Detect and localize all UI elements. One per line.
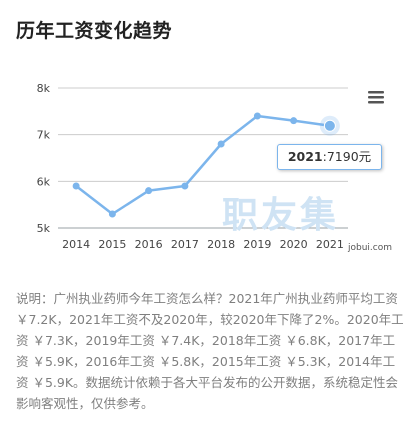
- data-point: [253, 112, 261, 120]
- y-tick-label: 5k: [37, 222, 51, 235]
- y-tick-label: 6k: [37, 175, 51, 188]
- x-tick-label: 2020: [280, 238, 308, 251]
- data-point: [108, 210, 116, 218]
- salary-trend-chart: 5k 6k 7k 8k 2014 2015 2016 2017 2018 2019 2020 202…: [0, 62, 414, 272]
- data-point: [145, 187, 153, 195]
- x-tick-label: 2015: [98, 238, 126, 251]
- hamburger-menu-icon[interactable]: [368, 91, 384, 104]
- point-tooltip: 2021:7190元: [277, 144, 382, 170]
- data-point: [181, 182, 189, 190]
- y-tick-label: 8k: [37, 82, 51, 95]
- data-point: [290, 117, 298, 125]
- tooltip-value: 7190元: [326, 149, 372, 164]
- data-point: [323, 119, 336, 132]
- x-tick-label: 2021: [316, 238, 344, 251]
- x-tick-label: 2014: [62, 238, 90, 251]
- x-tick-label: 2018: [207, 238, 235, 251]
- tooltip-year: 2021: [287, 149, 323, 164]
- series-line: [74, 114, 332, 216]
- page-title: 历年工资变化趋势: [16, 20, 173, 42]
- chart-canvas: 5k 6k 7k 8k 2014 2015 2016 2017 2018 2019 2020 202…: [37, 82, 384, 251]
- description-text: 说明：广州执业药师今年工资怎么样？2021年广州执业药师平均工资 ￥7.2K，2…: [16, 291, 404, 411]
- x-tick-label: 2016: [135, 238, 163, 251]
- x-tick-label: 2017: [171, 238, 199, 251]
- data-point: [217, 140, 225, 148]
- data-point: [72, 182, 80, 190]
- watermark-logo: 职友集: [222, 195, 340, 236]
- y-tick-label: 7k: [37, 129, 51, 142]
- watermark-site: jobui.com: [348, 243, 393, 253]
- x-tick-label: 2019: [243, 238, 271, 251]
